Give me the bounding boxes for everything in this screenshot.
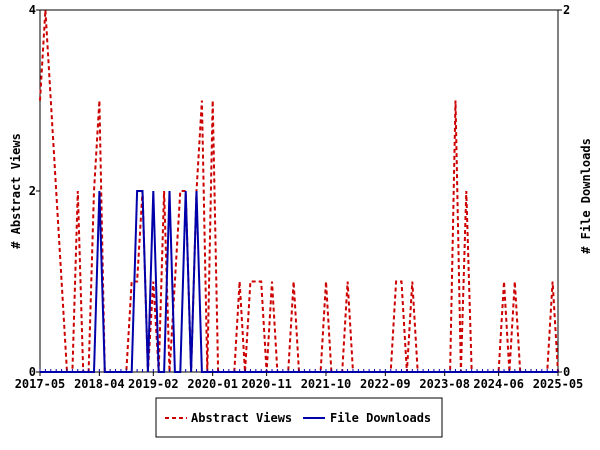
y-left-tick-label: 4	[29, 3, 36, 17]
x-tick-label: 2019-02	[128, 377, 179, 391]
plot-frame	[39, 9, 559, 373]
x-tick-label: 2020-01	[187, 377, 238, 391]
x-tick-label: 2021-10	[301, 377, 352, 391]
y-left-tick-label: 0	[29, 365, 36, 379]
axes-layer	[36, 9, 562, 376]
labels-layer: 2017-05 2018-04 2019-02 2020-01 2020-11 2021-…	[9, 3, 593, 391]
y-right-tick-label: 0	[563, 365, 570, 379]
y-right-axis-title: # File Downloads	[579, 138, 593, 254]
legend-label-file-downloads: File Downloads	[330, 411, 431, 425]
x-tick-label: 2017-05	[15, 377, 66, 391]
y-right-tick-label: 2	[563, 3, 570, 17]
legend: Abstract Views File Downloads	[155, 397, 443, 438]
x-tick-label: 2020-11	[241, 377, 292, 391]
plot-area	[39, 9, 559, 373]
legend-label-abstract-views: Abstract Views	[191, 411, 292, 425]
x-tick-label: 2018-04	[74, 377, 125, 391]
x-tick-label: 2022-09	[360, 377, 411, 391]
x-tick-label: 2023-08	[419, 377, 470, 391]
y-left-axis-title: # Abstract Views	[9, 133, 23, 249]
legend-box	[155, 397, 443, 438]
x-tick-label: 2024-06	[473, 377, 524, 391]
y-left-tick-label: 2	[29, 184, 36, 198]
x-tick-label: 2025-05	[533, 377, 584, 391]
